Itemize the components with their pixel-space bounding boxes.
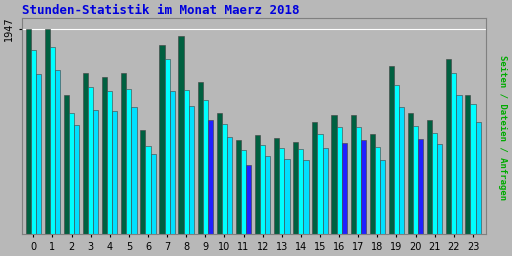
Bar — [74, 125, 79, 234]
Bar — [389, 66, 394, 234]
Bar — [465, 95, 471, 234]
Bar — [121, 73, 126, 234]
Bar — [107, 91, 112, 234]
Bar — [164, 59, 169, 234]
Bar — [93, 110, 98, 234]
Bar — [151, 154, 156, 234]
Bar — [304, 161, 309, 234]
Bar — [140, 130, 145, 234]
Bar — [342, 143, 347, 234]
Bar — [399, 107, 404, 234]
Bar — [432, 133, 437, 234]
Bar — [189, 106, 194, 234]
Text: Seiten / Dateien / Anfragen: Seiten / Dateien / Anfragen — [498, 56, 507, 200]
Bar — [274, 138, 279, 234]
Bar — [418, 140, 423, 234]
Bar — [69, 113, 74, 234]
Bar — [284, 159, 289, 234]
Bar — [317, 134, 323, 234]
Bar — [112, 111, 117, 234]
Bar — [50, 47, 55, 234]
Bar — [102, 77, 107, 234]
Bar — [293, 142, 298, 234]
Bar — [260, 145, 265, 234]
Bar — [471, 104, 476, 234]
Bar — [336, 127, 342, 234]
Bar — [331, 115, 336, 234]
Bar — [132, 107, 137, 234]
Bar — [184, 90, 189, 234]
Bar — [241, 150, 246, 234]
Bar — [227, 137, 232, 234]
Bar — [126, 89, 132, 234]
Bar — [356, 127, 361, 234]
Bar — [408, 113, 413, 234]
Bar — [427, 121, 432, 234]
Bar — [312, 122, 317, 234]
Bar — [394, 85, 399, 234]
Bar — [370, 134, 375, 234]
Bar — [169, 91, 175, 234]
Bar — [380, 161, 385, 234]
Bar — [451, 73, 456, 234]
Bar — [246, 165, 251, 234]
Bar — [179, 36, 184, 234]
Bar — [476, 122, 481, 234]
Bar — [208, 121, 213, 234]
Bar — [31, 50, 36, 234]
Bar — [437, 144, 442, 234]
Bar — [298, 149, 304, 234]
Bar — [203, 100, 208, 234]
Bar — [456, 95, 462, 234]
Bar — [217, 113, 222, 234]
Bar — [198, 81, 203, 234]
Text: Stunden-Statistik im Monat Maerz 2018: Stunden-Statistik im Monat Maerz 2018 — [22, 4, 300, 17]
Bar — [36, 74, 41, 234]
Bar — [159, 45, 164, 234]
Bar — [351, 115, 356, 234]
Bar — [222, 124, 227, 234]
Bar — [265, 156, 270, 234]
Bar — [361, 141, 366, 234]
Bar — [279, 148, 284, 234]
Bar — [413, 126, 418, 234]
Bar — [446, 59, 451, 234]
Bar — [145, 146, 151, 234]
Bar — [45, 29, 50, 234]
Bar — [236, 141, 241, 234]
Bar — [55, 70, 60, 234]
Bar — [26, 29, 31, 234]
Bar — [255, 135, 260, 234]
Bar — [88, 87, 93, 234]
Bar — [323, 148, 328, 234]
Bar — [64, 95, 69, 234]
Bar — [375, 147, 380, 234]
Bar — [83, 73, 88, 234]
